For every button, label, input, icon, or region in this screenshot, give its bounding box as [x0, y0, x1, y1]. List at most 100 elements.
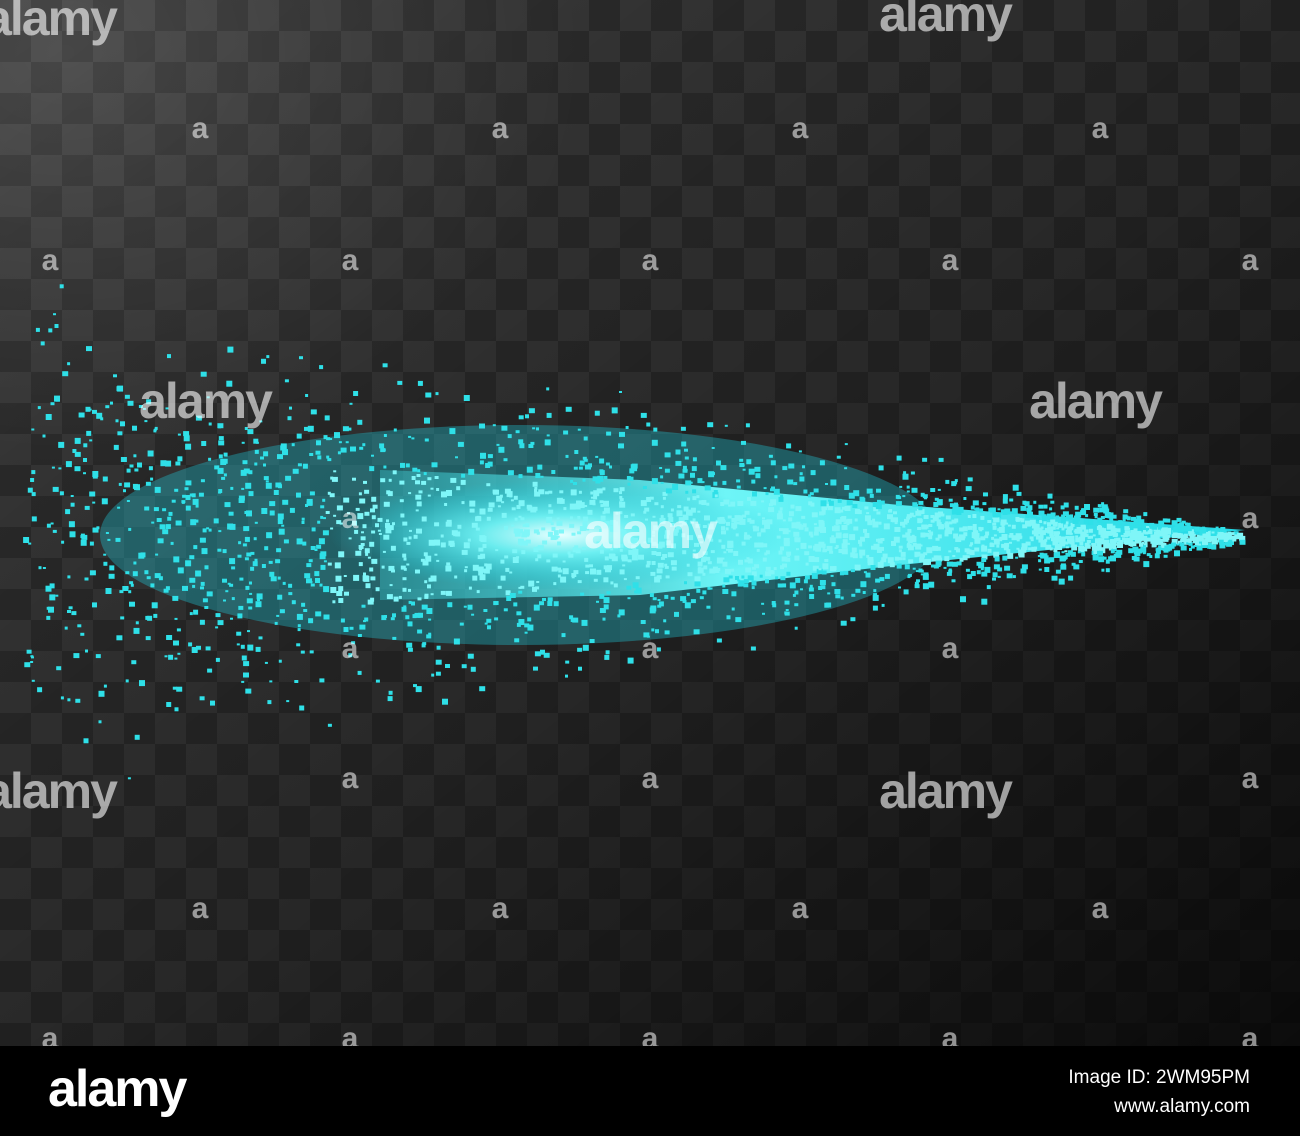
particle	[377, 517, 383, 522]
particle	[821, 508, 826, 513]
particle	[1056, 515, 1059, 519]
particle	[583, 458, 588, 462]
particle	[375, 523, 379, 528]
particle	[201, 548, 208, 555]
particle	[713, 481, 718, 486]
particle	[923, 572, 929, 578]
particle	[1018, 552, 1025, 558]
particle	[442, 698, 448, 705]
particle	[1096, 542, 1102, 548]
particle	[327, 491, 331, 495]
particle	[122, 586, 129, 591]
particle	[1138, 530, 1142, 534]
particle	[518, 415, 524, 420]
particle	[464, 566, 468, 569]
particle	[547, 601, 553, 606]
particle	[486, 618, 492, 623]
particle	[691, 466, 697, 472]
particle	[859, 496, 865, 502]
watermark-mark: a	[1242, 502, 1259, 535]
particle	[416, 501, 422, 507]
particle	[1178, 540, 1182, 544]
particle	[694, 542, 699, 547]
particle	[602, 617, 606, 621]
particle	[213, 518, 219, 524]
particle	[1016, 491, 1022, 496]
particle	[537, 464, 543, 470]
particle	[408, 600, 412, 604]
particle	[778, 510, 783, 514]
particle	[537, 554, 542, 559]
particle	[123, 489, 126, 493]
particle	[1100, 516, 1105, 519]
particle	[361, 604, 366, 608]
particle	[820, 527, 826, 533]
particle	[651, 561, 656, 565]
particle	[914, 584, 920, 589]
particle	[593, 578, 598, 582]
particle	[747, 558, 753, 564]
particle	[643, 541, 647, 544]
particle	[581, 619, 588, 626]
particle	[217, 467, 224, 474]
particle	[364, 617, 369, 622]
particle	[606, 591, 611, 595]
particle	[192, 498, 199, 505]
particle	[795, 577, 801, 583]
particle	[162, 508, 167, 512]
particle	[67, 575, 71, 579]
particle	[119, 590, 124, 594]
particle	[359, 446, 364, 450]
particle	[574, 450, 579, 454]
particle	[665, 575, 670, 579]
particle	[31, 656, 34, 659]
particle	[515, 430, 520, 434]
particle	[568, 553, 574, 558]
particle	[1186, 542, 1190, 545]
particle	[1055, 540, 1059, 544]
particle	[836, 455, 841, 459]
particle	[722, 589, 729, 594]
particle	[406, 541, 411, 545]
particle	[1016, 537, 1020, 540]
particle	[245, 585, 250, 590]
particle	[783, 537, 790, 544]
particle	[175, 520, 182, 526]
particle	[364, 489, 370, 494]
particle	[1147, 530, 1153, 535]
particle	[340, 618, 345, 623]
particle	[976, 570, 981, 575]
particle	[873, 543, 880, 550]
particle	[1158, 538, 1163, 543]
particle	[148, 466, 153, 471]
particle	[1006, 549, 1011, 554]
particle	[731, 607, 735, 611]
particle	[741, 440, 746, 445]
watermark-mark: a	[192, 112, 209, 145]
particle	[1006, 573, 1013, 579]
particle	[238, 541, 242, 545]
particle	[584, 557, 589, 562]
particle	[664, 534, 669, 539]
particle	[60, 696, 64, 700]
particle	[739, 518, 746, 525]
particle	[520, 585, 525, 589]
particle	[28, 542, 32, 545]
particle	[1153, 525, 1158, 530]
particle	[292, 468, 299, 474]
particle	[831, 582, 836, 587]
particle	[762, 517, 765, 520]
particle	[269, 571, 275, 577]
particle	[930, 515, 935, 518]
particle	[747, 575, 754, 581]
particle	[279, 609, 285, 614]
particle	[719, 516, 725, 522]
particle	[497, 505, 501, 508]
particle	[430, 593, 434, 596]
particle	[911, 487, 918, 493]
particle	[231, 597, 235, 601]
particle	[210, 700, 215, 706]
particle	[402, 553, 407, 558]
website: www.alamy.com	[1113, 1096, 1250, 1117]
particle	[546, 434, 550, 437]
